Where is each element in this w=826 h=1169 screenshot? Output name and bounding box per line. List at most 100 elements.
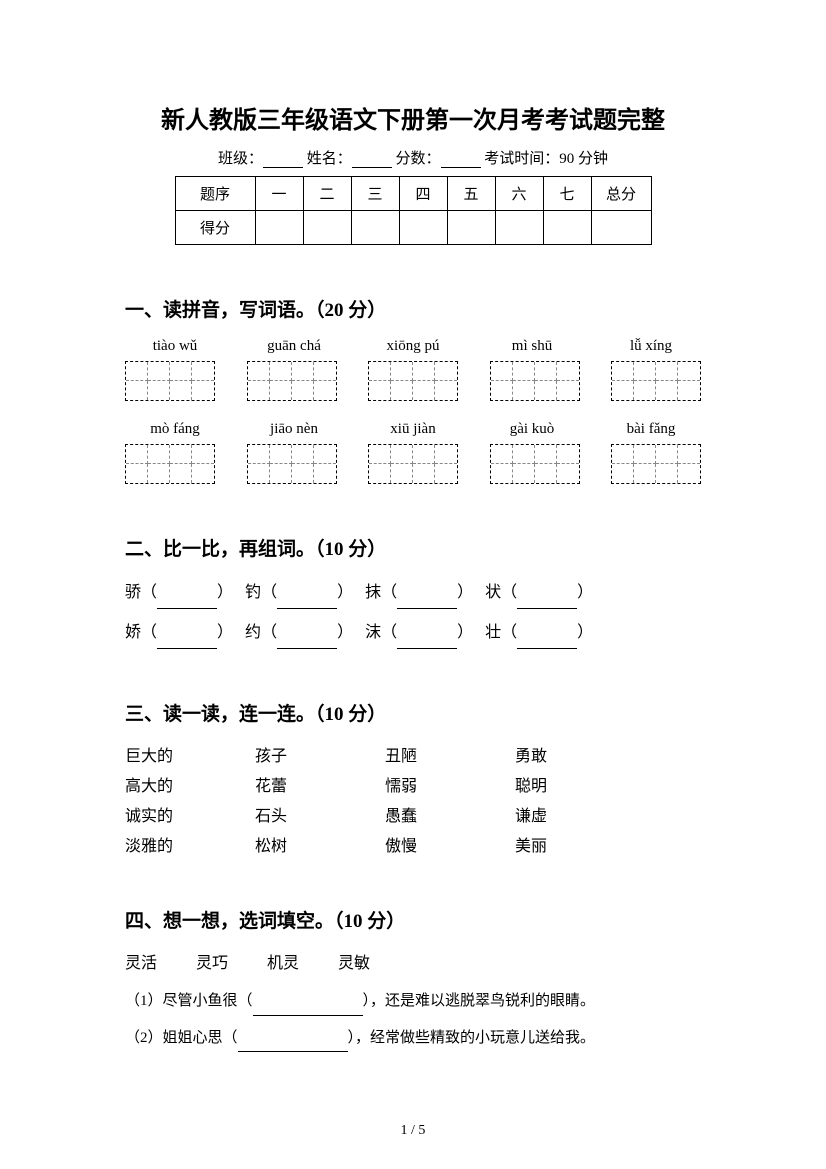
match-c: 傲慢 xyxy=(385,832,515,856)
match-d: 谦虚 xyxy=(515,802,615,826)
score-table: 题序 一 二 三 四 五 六 七 总分 得分 xyxy=(175,176,652,245)
blank[interactable] xyxy=(397,633,457,649)
class-blank[interactable] xyxy=(263,152,303,168)
fill-line: （1）尽管小鱼很（ ），还是难以逃脱翠鸟锐利的眼睛。 xyxy=(125,987,701,1016)
th-5: 五 xyxy=(447,177,495,211)
fill-post: ），经常做些精致的小玩意儿送给我。 xyxy=(348,1030,596,1046)
match-b: 石头 xyxy=(255,802,385,826)
info-line: 班级： 姓名： 分数： 考试时间：90 分钟 xyxy=(125,147,701,168)
section-4-heading: 四、想一想，选词填空。（10 分） xyxy=(125,906,701,933)
pinyin-item: gài kuò xyxy=(482,421,582,438)
match-row: 巨大的 孩子 丑陋 勇敢 xyxy=(125,742,701,766)
compare-line: 娇（） 约（） 沫（） 壮（） xyxy=(125,617,701,649)
pinyin-item: bài fǎng xyxy=(601,421,701,438)
char: 钓 xyxy=(245,584,261,601)
match-c: 懦弱 xyxy=(385,772,515,796)
bank-word: 机灵 xyxy=(267,955,299,972)
match-b: 孩子 xyxy=(255,742,385,766)
char-box-row xyxy=(125,361,701,401)
fill-line: （2）姐姐心思（ ），经常做些精致的小玩意儿送给我。 xyxy=(125,1024,701,1053)
char: 壮 xyxy=(485,624,501,641)
char-grid[interactable] xyxy=(490,361,580,401)
td-label: 得分 xyxy=(175,211,255,245)
score-label: 分数： xyxy=(396,151,441,167)
char-grid[interactable] xyxy=(125,361,215,401)
score-blank[interactable] xyxy=(441,152,481,168)
score-cell[interactable] xyxy=(591,211,651,245)
score-cell[interactable] xyxy=(351,211,399,245)
blank[interactable] xyxy=(397,593,457,609)
th-seq: 题序 xyxy=(175,177,255,211)
pinyin-item: tiào wǔ xyxy=(125,338,225,355)
score-cell[interactable] xyxy=(255,211,303,245)
score-cell[interactable] xyxy=(543,211,591,245)
th-6: 六 xyxy=(495,177,543,211)
fill-pre: （2）姐姐心思（ xyxy=(125,1030,238,1046)
pinyin-item: mì shū xyxy=(482,338,582,355)
match-b: 松树 xyxy=(255,832,385,856)
blank[interactable] xyxy=(238,1036,348,1052)
char: 沫 xyxy=(365,624,381,641)
match-row: 高大的 花蕾 懦弱 聪明 xyxy=(125,772,701,796)
pinyin-item: lǚ xíng xyxy=(601,338,701,355)
th-7: 七 xyxy=(543,177,591,211)
match-a: 高大的 xyxy=(125,772,255,796)
char-grid[interactable] xyxy=(490,444,580,484)
page-number: 1 / 5 xyxy=(0,1123,826,1139)
match-d: 美丽 xyxy=(515,832,615,856)
score-cell[interactable] xyxy=(303,211,351,245)
match-d: 聪明 xyxy=(515,772,615,796)
match-b: 花蕾 xyxy=(255,772,385,796)
score-cell[interactable] xyxy=(399,211,447,245)
name-blank[interactable] xyxy=(352,152,392,168)
pinyin-item: guān chá xyxy=(244,338,344,355)
char: 抹 xyxy=(365,584,381,601)
blank[interactable] xyxy=(517,593,577,609)
section-3-heading: 三、读一读，连一连。（10 分） xyxy=(125,699,701,726)
pinyin-item: xiū jiàn xyxy=(363,421,463,438)
char-grid[interactable] xyxy=(368,361,458,401)
char: 约 xyxy=(245,624,261,641)
th-2: 二 xyxy=(303,177,351,211)
section-1-heading: 一、读拼音，写词语。（20 分） xyxy=(125,295,701,322)
fill-post: ），还是难以逃脱翠鸟锐利的眼睛。 xyxy=(363,993,596,1009)
char-grid[interactable] xyxy=(125,444,215,484)
score-cell[interactable] xyxy=(447,211,495,245)
compare-line: 骄（） 钓（） 抹（） 状（） xyxy=(125,577,701,609)
char-grid[interactable] xyxy=(611,444,701,484)
match-d: 勇敢 xyxy=(515,742,615,766)
class-label: 班级： xyxy=(218,151,263,167)
match-c: 愚蠢 xyxy=(385,802,515,826)
char-grid[interactable] xyxy=(247,361,337,401)
blank[interactable] xyxy=(517,633,577,649)
bank-word: 灵活 xyxy=(125,955,157,972)
char: 骄 xyxy=(125,584,141,601)
table-row: 题序 一 二 三 四 五 六 七 总分 xyxy=(175,177,651,211)
match-a: 诚实的 xyxy=(125,802,255,826)
th-1: 一 xyxy=(255,177,303,211)
pinyin-item: xiōng pú xyxy=(363,338,463,355)
char-box-row xyxy=(125,444,701,484)
char-grid[interactable] xyxy=(247,444,337,484)
bank-word: 灵敏 xyxy=(338,955,370,972)
section-2-heading: 二、比一比，再组词。（10 分） xyxy=(125,534,701,561)
fill-pre: （1）尽管小鱼很（ xyxy=(125,993,253,1009)
blank[interactable] xyxy=(277,633,337,649)
score-cell[interactable] xyxy=(495,211,543,245)
blank[interactable] xyxy=(157,593,217,609)
char-grid[interactable] xyxy=(611,361,701,401)
table-row: 得分 xyxy=(175,211,651,245)
th-total: 总分 xyxy=(591,177,651,211)
blank[interactable] xyxy=(157,633,217,649)
blank[interactable] xyxy=(253,1000,363,1016)
word-bank: 灵活 灵巧 机灵 灵敏 xyxy=(125,949,701,973)
char: 娇 xyxy=(125,624,141,641)
bank-word: 灵巧 xyxy=(196,955,228,972)
pinyin-item: mò fáng xyxy=(125,421,225,438)
char: 状 xyxy=(485,584,501,601)
th-3: 三 xyxy=(351,177,399,211)
char-grid[interactable] xyxy=(368,444,458,484)
blank[interactable] xyxy=(277,593,337,609)
pinyin-row: tiào wǔ guān chá xiōng pú mì shū lǚ xíng xyxy=(125,338,701,355)
match-row: 淡雅的 松树 傲慢 美丽 xyxy=(125,832,701,856)
